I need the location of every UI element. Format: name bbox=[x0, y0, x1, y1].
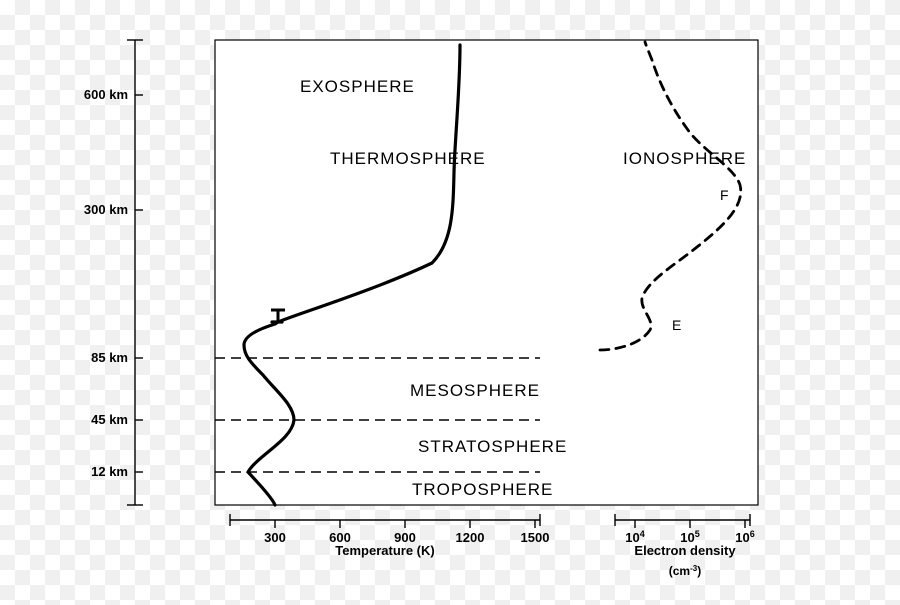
y-tick-label: 300 km bbox=[84, 202, 128, 217]
atmosphere-diagram: 600 km 300 km 85 km 45 km 12 km EXOSPHERE THER… bbox=[0, 0, 900, 600]
temp-axis-title: Temperature (K) bbox=[335, 543, 434, 558]
ionosphere-region-label: F bbox=[720, 187, 729, 203]
elec-tick-label: 106 bbox=[735, 529, 754, 545]
layer-label: THERMOSPHERE bbox=[330, 149, 486, 168]
y-tick-label: 45 km bbox=[91, 412, 128, 427]
y-tick-label: 12 km bbox=[91, 464, 128, 479]
layer-label: EXOSPHERE bbox=[300, 77, 415, 96]
layer-label: IONOSPHERE bbox=[623, 149, 746, 168]
y-tick-label: 85 km bbox=[91, 350, 128, 365]
y-tick-label: 600 km bbox=[84, 87, 128, 102]
elec-axis-unit: (cm-3) bbox=[669, 564, 701, 579]
temp-tick-label: 300 bbox=[264, 530, 286, 545]
ionosphere-region-label: E bbox=[672, 317, 681, 333]
temp-tick-label: 1200 bbox=[456, 530, 485, 545]
diagram-svg: 600 km 300 km 85 km 45 km 12 km EXOSPHERE THER… bbox=[0, 0, 900, 600]
layer-label: MESOSPHERE bbox=[410, 381, 540, 400]
layer-label: STRATOSPHERE bbox=[418, 437, 567, 456]
plot-area bbox=[215, 40, 758, 505]
layer-label: TROPOSPHERE bbox=[412, 480, 553, 499]
temp-tick-label: 1500 bbox=[521, 530, 550, 545]
elec-axis-title: Electron density bbox=[634, 543, 736, 558]
